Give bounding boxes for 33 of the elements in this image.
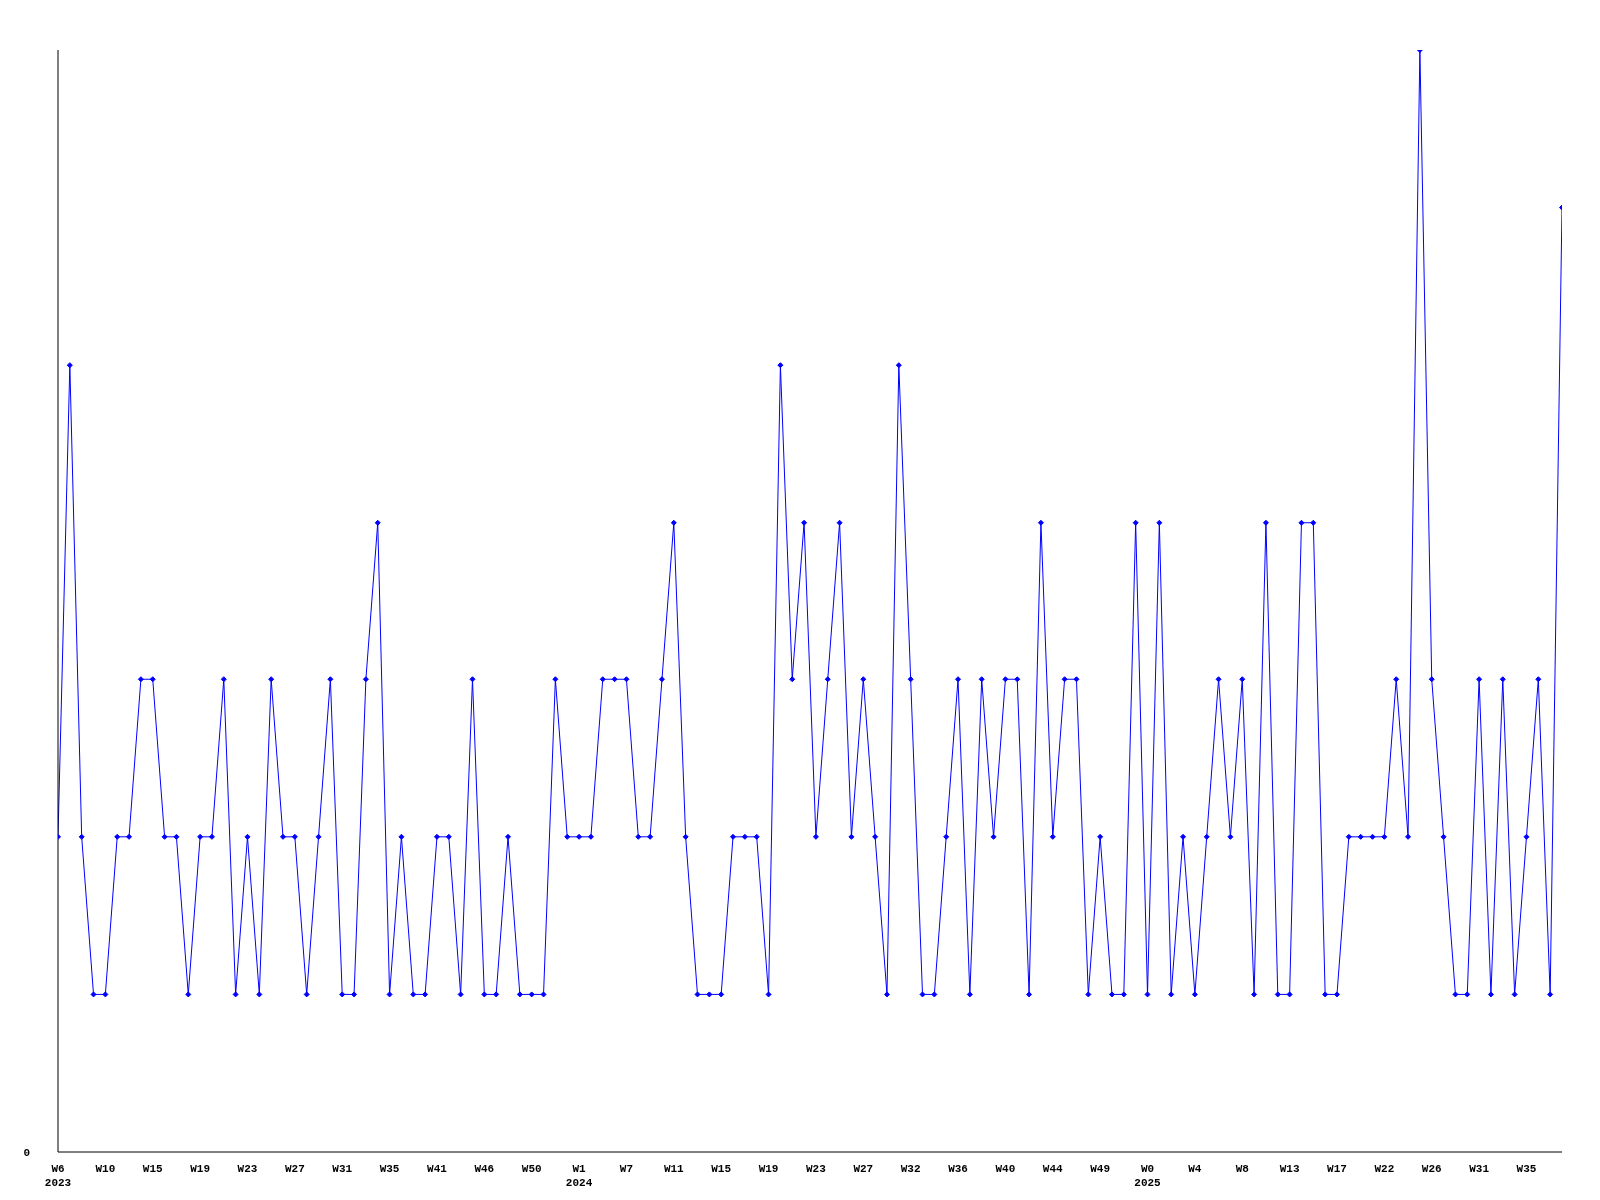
x-tick-label: W50 xyxy=(521,1163,542,1175)
x-tick-label: W26 xyxy=(1421,1163,1442,1175)
x-tick-label: W15 xyxy=(142,1163,164,1175)
x-tick-label: W46 xyxy=(474,1163,495,1175)
x-tick-label: W44 xyxy=(1042,1163,1064,1175)
x-tick-label: W4 xyxy=(1188,1163,1202,1175)
text: 0 xyxy=(23,1146,30,1159)
x-tick-label: W36 xyxy=(948,1163,968,1175)
x-tick-label: W17 xyxy=(1327,1163,1347,1175)
x-tick-label: W7 xyxy=(619,1163,634,1175)
x-tick-label: W31 xyxy=(1469,1163,1490,1175)
x-tick-label: W1 2024 xyxy=(565,1163,593,1189)
x-tick-label: W15 xyxy=(711,1163,732,1175)
x-tick-label: W40 xyxy=(995,1163,1016,1175)
x-tick-label: W23 xyxy=(237,1163,258,1175)
x-tick-label: W8 xyxy=(1235,1163,1250,1175)
x-tick-label: W35 xyxy=(379,1163,400,1175)
x-tick-label: W22 xyxy=(1374,1163,1395,1175)
x-tick-label: W6 2023 xyxy=(44,1163,72,1189)
x-tick-label: W11 xyxy=(663,1163,685,1175)
x-tick-label: W13 xyxy=(1279,1163,1300,1175)
x-tick-label: W31 xyxy=(332,1163,353,1175)
x-tick-label: W27 xyxy=(284,1163,305,1175)
x-tick-label: W32 xyxy=(900,1163,921,1175)
x-tick-label: W19 xyxy=(758,1163,779,1175)
x-tick-label: W19 xyxy=(190,1163,211,1175)
x-tick-label: W10 xyxy=(95,1163,116,1175)
x-tick-label: W23 xyxy=(806,1163,827,1175)
x-tick-label: W41 xyxy=(427,1163,448,1175)
x-tick-label: W49 xyxy=(1090,1163,1111,1175)
x-tick-label: W0 2025 xyxy=(1134,1163,1162,1189)
x-tick-label: W35 xyxy=(1516,1163,1537,1175)
x-tick-label: W27 xyxy=(853,1163,874,1175)
